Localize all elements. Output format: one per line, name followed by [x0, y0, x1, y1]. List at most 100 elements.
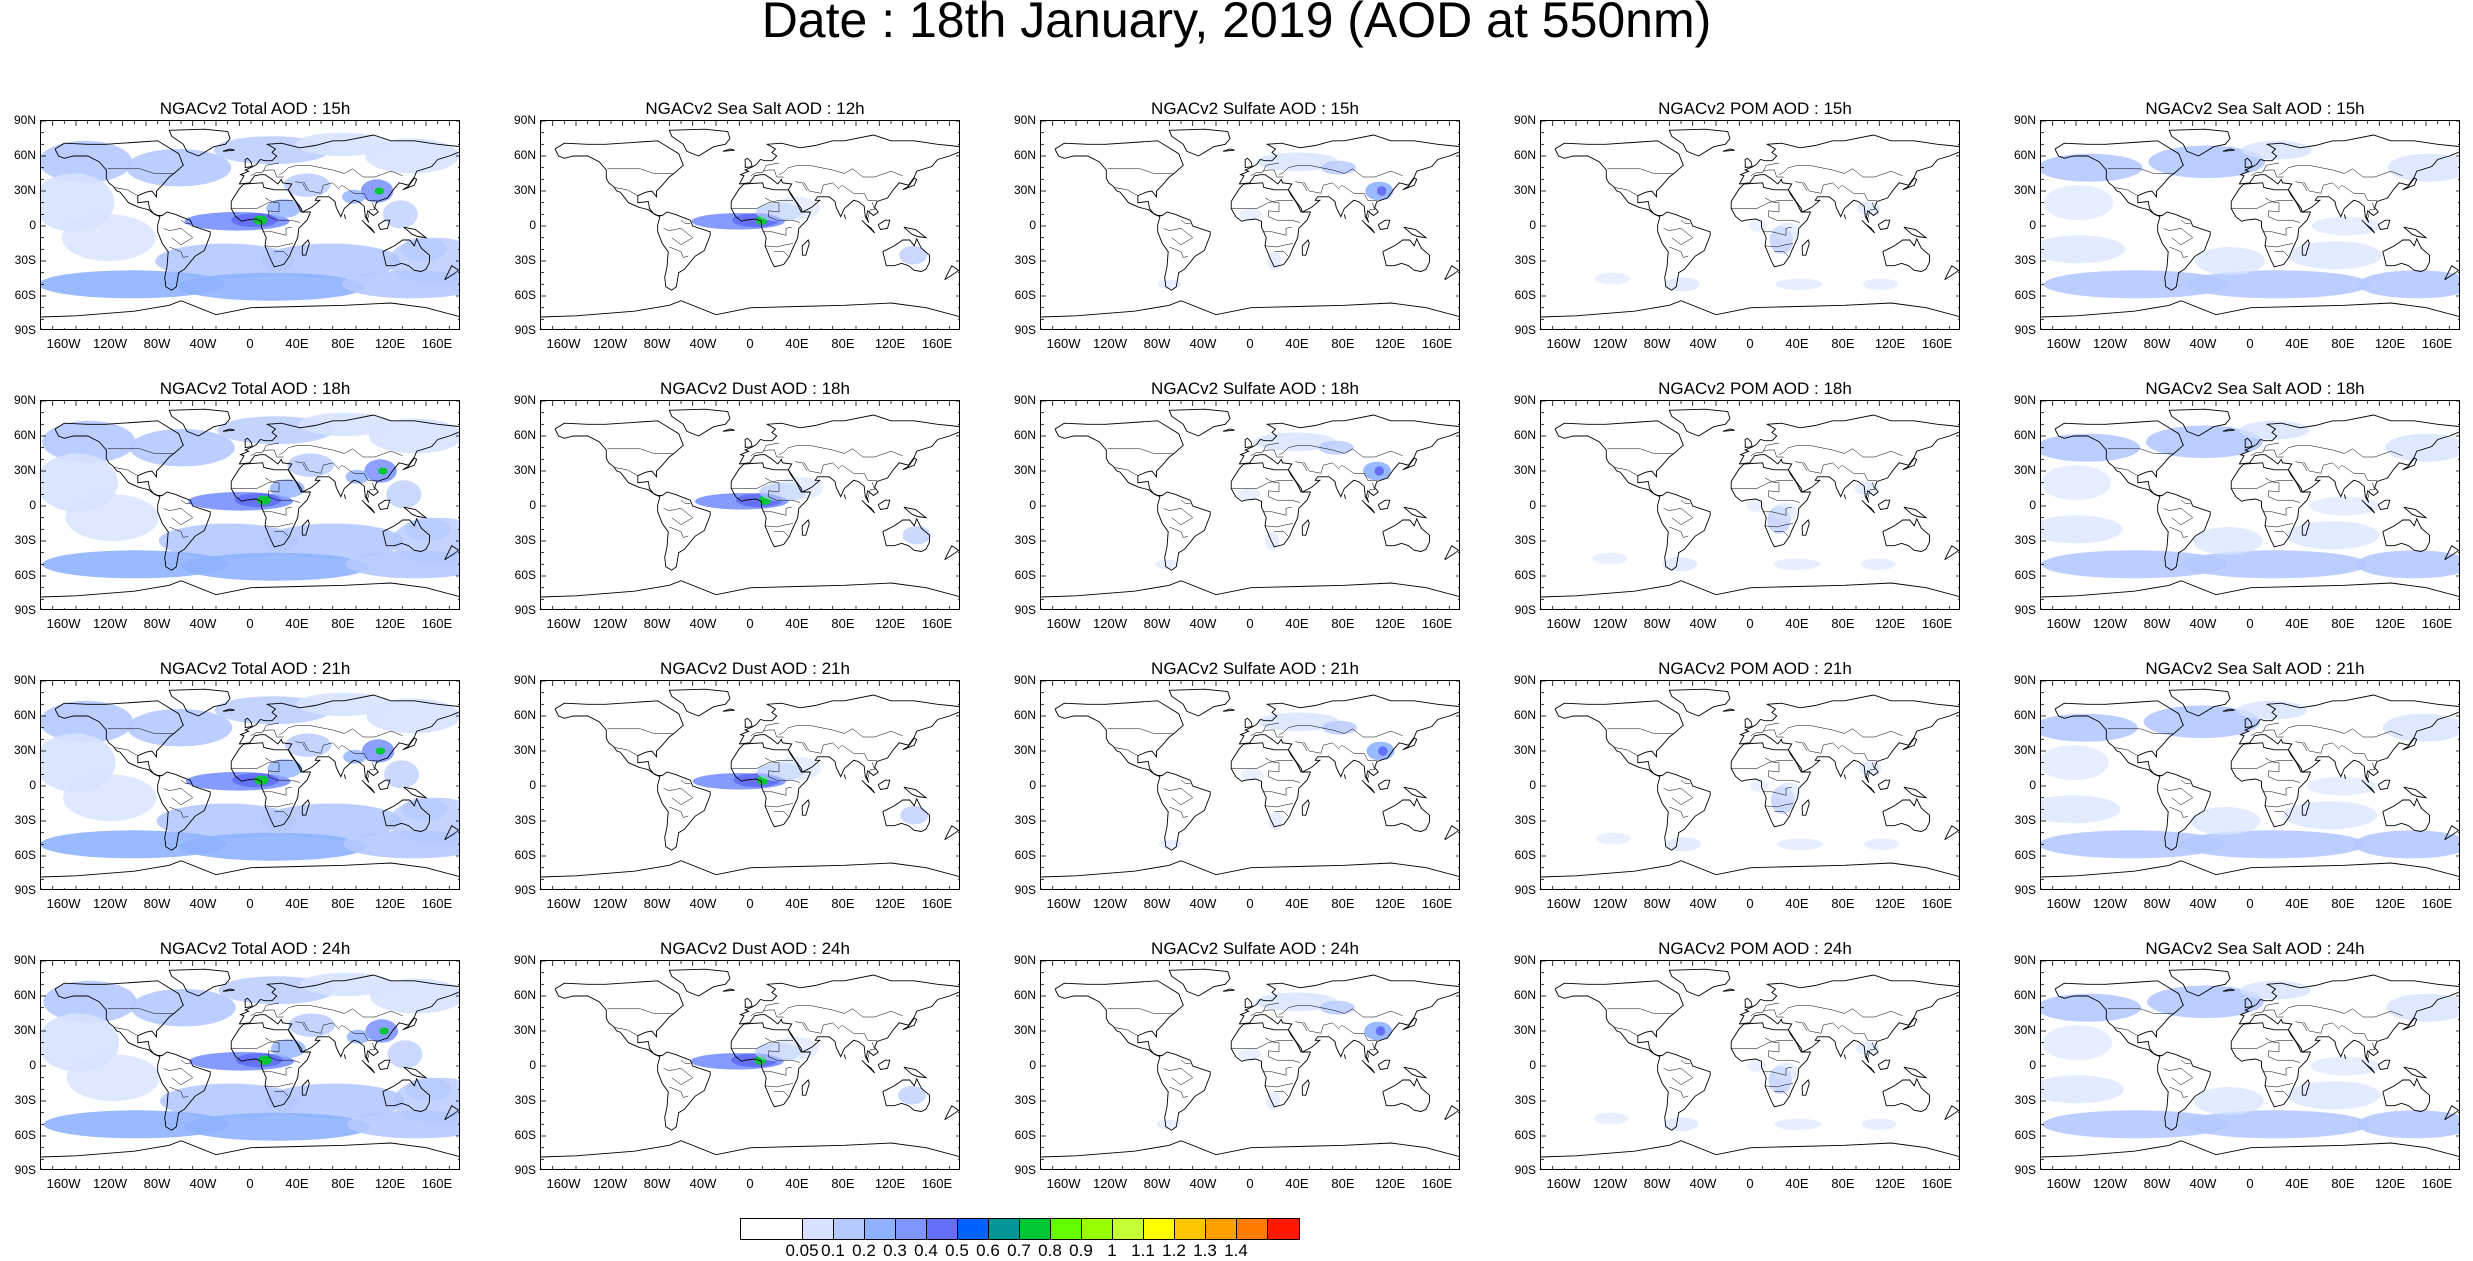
colorbar-label: 0.9 — [1069, 1241, 1093, 1260]
aod-patch — [1748, 220, 1768, 232]
coastline — [1041, 1140, 1459, 1158]
lon-label: 80W — [143, 616, 171, 631]
colorbar-label: 1 — [1107, 1241, 1117, 1260]
aod-patch — [1864, 838, 1900, 851]
country-border — [250, 722, 280, 737]
coastline — [903, 1066, 928, 1079]
map-panel: NGACv2 Sea Salt AOD : 12h 90N 60N 30N 0 30S 60… — [514, 99, 960, 360]
lat-label: 90S — [1514, 883, 1536, 897]
coastline — [1861, 779, 1876, 794]
coastline — [722, 708, 735, 712]
aod-patch — [375, 747, 386, 755]
country-border — [1231, 200, 1293, 209]
lon-label: 120W — [593, 336, 627, 351]
lat-label: 90N — [1013, 953, 1036, 967]
lat-label: 60S — [514, 288, 536, 302]
aod-patch — [374, 187, 384, 195]
lat-label: 90N — [513, 113, 536, 127]
country-border — [2367, 482, 2376, 500]
country-border — [278, 445, 403, 458]
country-border — [1169, 806, 1189, 818]
lon-label: 40E — [1785, 1176, 1809, 1191]
lon-label: 80W — [643, 616, 671, 631]
country-border — [2303, 461, 2377, 481]
lat-label: 30S — [14, 813, 36, 827]
aod-patch — [2041, 235, 2125, 264]
aod-patch — [1663, 1117, 1699, 1132]
country-border — [774, 251, 789, 257]
lon-label: 120W — [593, 896, 627, 911]
country-border — [614, 747, 638, 756]
colorbar-box — [927, 1219, 958, 1239]
coastline — [54, 140, 211, 291]
panel-title: NGACv2 Total AOD : 24h — [159, 939, 351, 958]
lat-label: 60S — [514, 848, 536, 862]
colorbar-box — [1268, 1219, 1299, 1239]
coastline — [2402, 737, 2418, 751]
coastline — [541, 1140, 959, 1158]
coastline — [877, 219, 891, 231]
aod-patch — [295, 132, 389, 156]
country-border — [2274, 251, 2289, 257]
country-border — [774, 1091, 789, 1097]
country-border — [1867, 482, 1876, 500]
country-border — [1262, 729, 1284, 738]
lat-label: 90S — [2014, 603, 2036, 617]
coastline — [744, 157, 753, 169]
coastline — [2382, 517, 2430, 552]
aod-patch — [2283, 801, 2377, 830]
colorbar-label: 0.4 — [914, 1241, 938, 1260]
lon-label: 80E — [1331, 336, 1355, 351]
coastline — [2361, 1059, 2376, 1074]
country-border — [262, 226, 292, 236]
country-border — [614, 1027, 638, 1036]
country-border — [669, 806, 689, 818]
aod-patch — [2288, 241, 2382, 270]
aod-field — [1041, 681, 1459, 889]
coastline — [1903, 1066, 1928, 1079]
colorbar-label: 0.05 — [785, 1241, 819, 1260]
aod-patch — [400, 237, 448, 261]
lon-label: 0 — [2246, 336, 2254, 351]
lon-label: 160W — [2046, 1176, 2081, 1191]
lon-label: 80W — [1143, 616, 1171, 631]
lon-label: 120E — [1374, 336, 1406, 351]
lon-label: 40E — [285, 616, 309, 631]
lon-label: 40E — [1285, 336, 1309, 351]
aod-patch — [1238, 1048, 1262, 1061]
country-border — [295, 181, 308, 192]
lon-label: 80E — [331, 336, 355, 351]
coastline — [1744, 997, 1753, 1009]
coastline — [1801, 799, 1810, 816]
aod-patch — [2146, 425, 2263, 459]
country-border — [1262, 1066, 1292, 1076]
lat-label: 0 — [1529, 218, 1536, 232]
lat-label: 90N — [1513, 953, 1536, 967]
country-border — [1750, 162, 1780, 177]
coastline — [1222, 708, 1235, 712]
country-border — [1264, 757, 1301, 783]
coastline — [1541, 1140, 1959, 1158]
coastline — [230, 182, 312, 268]
aod-patch — [298, 412, 393, 436]
country-border — [762, 449, 784, 458]
coastline — [1554, 420, 1711, 571]
aod-patch — [2353, 830, 2459, 859]
aod-patch — [66, 1054, 160, 1101]
country-border — [680, 1059, 691, 1064]
coastline — [1882, 237, 1930, 272]
world-map — [540, 960, 960, 1170]
lat-label: 90N — [2013, 953, 2036, 967]
colorbar-label: 1.3 — [1193, 1241, 1217, 1260]
coastline — [1382, 1077, 1430, 1112]
country-border — [1669, 1086, 1689, 1098]
country-border — [1107, 1008, 1173, 1014]
aod-patch — [253, 215, 268, 225]
coastline — [403, 1066, 428, 1079]
lon-label: 120E — [874, 896, 906, 911]
coastline — [382, 517, 430, 552]
coastline — [1668, 128, 1731, 157]
lon-label: 160E — [421, 616, 453, 631]
panel-title: NGACv2 POM AOD : 18h — [1658, 379, 1852, 398]
aod-patch — [1775, 222, 1799, 242]
